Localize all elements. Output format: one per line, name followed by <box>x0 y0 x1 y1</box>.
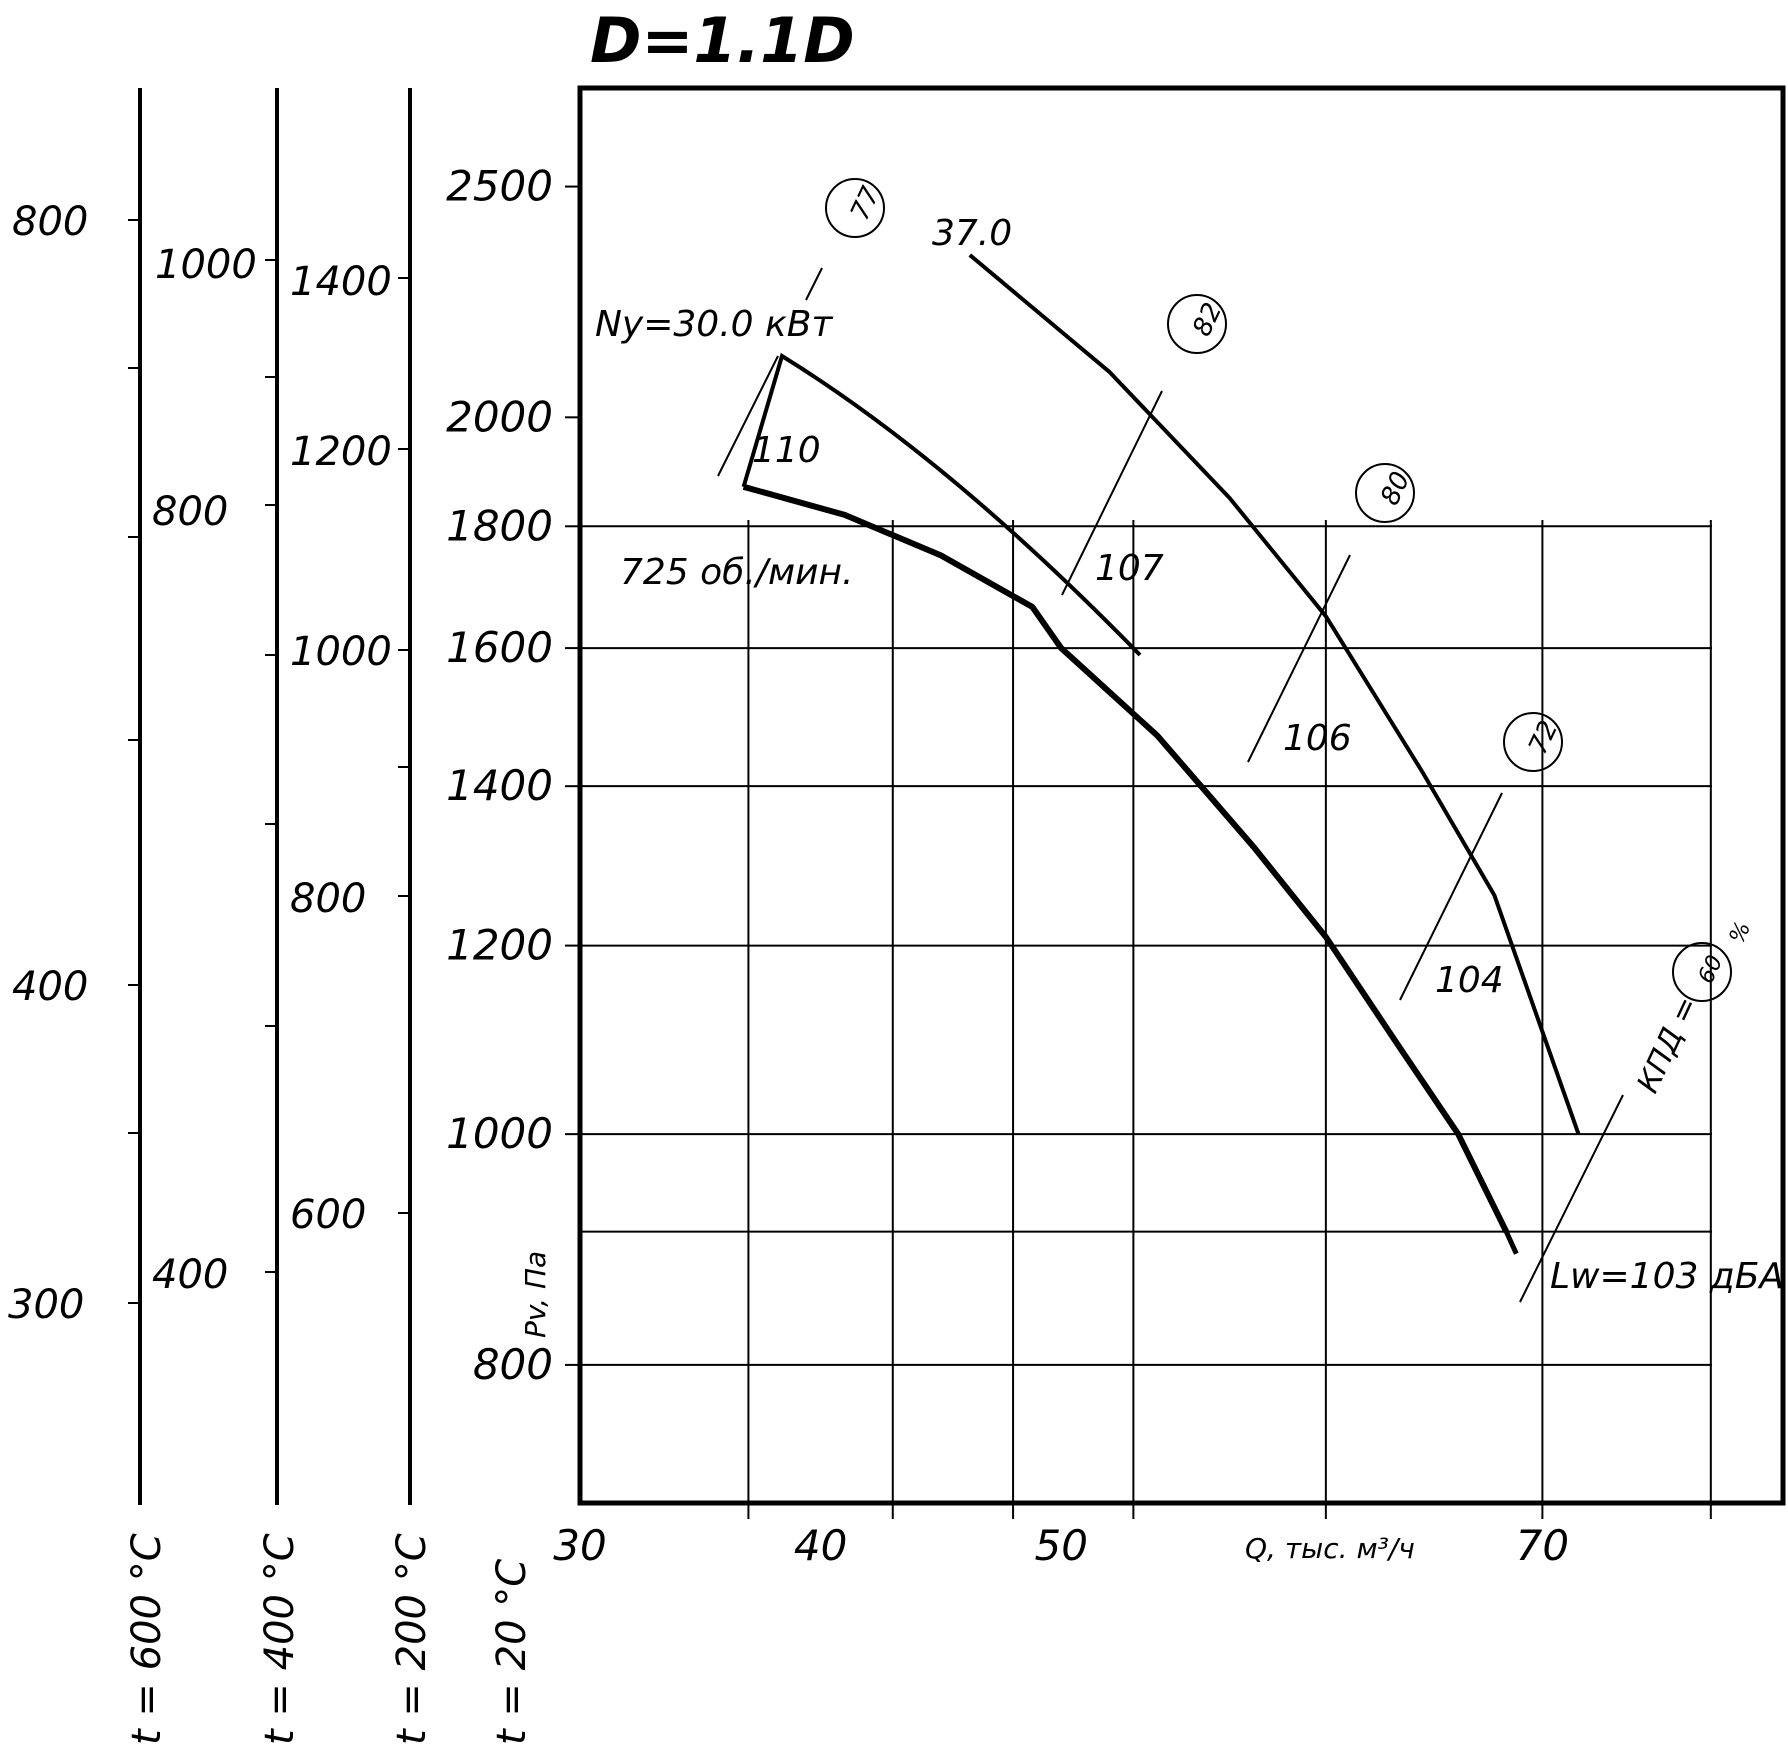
y-tick-label: 1200 <box>446 921 553 970</box>
scale-400-tick-800: 800 <box>152 489 228 535</box>
y-tick-label: 1800 <box>446 501 553 550</box>
y-tick-label: 2500 <box>446 162 553 211</box>
scale-600-tick-800: 800 <box>12 199 88 245</box>
efficiency-unit: % <box>1725 918 1756 948</box>
scale-200-tick-1200: 1200 <box>290 429 392 475</box>
scale-20-caption: t = 20 °C <box>489 1559 535 1745</box>
plot-frame <box>577 85 1786 1506</box>
efficiency-circle-72 <box>1503 712 1563 772</box>
scale-200-tick-1400: 1400 <box>290 259 392 305</box>
side-scale-ticks <box>128 219 410 1304</box>
efficiency-circle-80 <box>1355 463 1415 523</box>
y-tick-label: 1000 <box>446 1109 553 1158</box>
noise-value-104: 104 <box>1435 960 1504 1001</box>
scale-200-caption: t = 200 °C <box>389 1533 435 1745</box>
scale-600-caption: t = 600 °C <box>124 1533 170 1745</box>
x-tick-label: 70 <box>1516 1521 1569 1570</box>
y-tick-labels: 2500 2000 1800 1600 1400 1200 1000 800 <box>446 162 580 1389</box>
efficiency-circle-60 <box>1672 942 1732 1002</box>
efficiency-circle-77 <box>825 178 885 238</box>
x-axis-title: Q, тыс. м³/ч <box>1245 1532 1415 1565</box>
scale-400-tick-1000: 1000 <box>155 242 257 288</box>
x-tick-label: 30 <box>553 1521 606 1570</box>
efficiency-label: КПД = <box>1631 991 1706 1098</box>
y-tick-label: 1400 <box>446 761 553 810</box>
efficiency-value-72: 72 <box>1523 716 1564 759</box>
curves <box>741 253 1581 1255</box>
side-scales <box>138 88 412 1505</box>
y-axis-title: Pv, Па <box>519 1251 552 1338</box>
x-tick-labels: 30 40 50 70 <box>553 1521 1569 1570</box>
scale-200-tick-800: 800 <box>290 876 366 922</box>
upper-curve <box>968 253 1581 1135</box>
efficiency-value-80: 80 <box>1375 467 1416 510</box>
grid <box>580 520 1712 1519</box>
scale-200-tick-1000: 1000 <box>290 629 392 675</box>
scale-400-caption: t = 400 °C <box>257 1533 303 1745</box>
x-tick-label: 40 <box>794 1521 847 1570</box>
efficiency-markers <box>825 178 1732 1002</box>
efficiency-value-77: 77 <box>845 182 886 225</box>
speed-label: 725 об./мин. <box>620 552 854 593</box>
power-limit-curve <box>741 352 1142 657</box>
top-curve-label: 37.0 <box>932 213 1012 254</box>
curve-end-mark <box>1504 1230 1519 1255</box>
noise-label: Lw=103 дБА <box>1550 1256 1784 1297</box>
scale-600-tick-300: 300 <box>8 1282 84 1328</box>
efficiency-leaders <box>717 267 1624 1303</box>
noise-value-106: 106 <box>1283 718 1352 759</box>
scale-600-tick-400: 400 <box>12 964 88 1010</box>
efficiency-value-82: 82 <box>1187 298 1228 341</box>
scale-400-tick-400: 400 <box>152 1252 228 1298</box>
chart-title: D=1.1D <box>590 4 855 77</box>
efficiency-circle-82 <box>1167 294 1227 354</box>
noise-value-107: 107 <box>1095 548 1164 589</box>
efficiency-value-60: 60 <box>1694 952 1728 988</box>
noise-value-110: 110 <box>752 430 821 471</box>
x-tick-label: 50 <box>1034 1521 1087 1570</box>
y-tick-label: 1600 <box>446 623 553 672</box>
y-tick-label: 2000 <box>446 392 553 441</box>
y-tick-label: 800 <box>473 1340 553 1389</box>
pressure-curve <box>742 483 1509 1234</box>
power-label: Ny=30.0 кВт <box>595 304 833 345</box>
scale-200-tick-600: 600 <box>290 1192 366 1238</box>
